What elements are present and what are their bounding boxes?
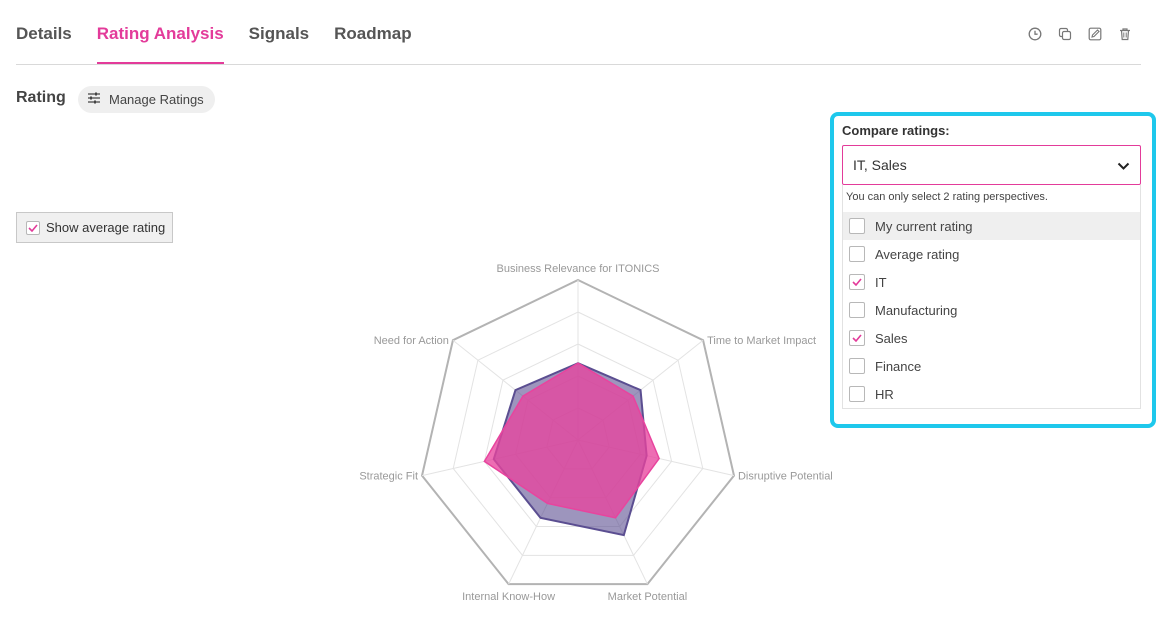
- compare-select[interactable]: IT, Sales: [842, 145, 1141, 185]
- chevron-down-icon[interactable]: [1117, 158, 1130, 174]
- compare-title: Compare ratings:: [842, 123, 950, 138]
- radar-axis-label: Need for Action: [374, 335, 449, 347]
- option-finance[interactable]: Finance: [843, 352, 1140, 380]
- radar-axis-label: Time to Market Impact: [707, 335, 816, 347]
- radar-chart: Business Relevance for ITONICS Time to Ma…: [359, 263, 833, 603]
- checkbox-checked[interactable]: [849, 330, 865, 346]
- compare-selected-value: IT, Sales: [853, 157, 907, 173]
- show-average-label: Show average rating: [46, 220, 166, 235]
- checkbox[interactable]: [849, 302, 865, 318]
- option-label: Average rating: [875, 246, 960, 262]
- checkbox[interactable]: [849, 358, 865, 374]
- sliders-icon: [87, 92, 101, 107]
- history-icon[interactable]: [1027, 26, 1043, 42]
- option-label: Finance: [875, 358, 922, 374]
- item-toolbar: [1027, 26, 1133, 42]
- checkbox[interactable]: [849, 246, 865, 262]
- option-my-current-rating[interactable]: My current rating: [843, 212, 1140, 240]
- option-average-rating[interactable]: Average rating: [843, 240, 1140, 268]
- radar-grid-ring: [452, 311, 704, 556]
- rating-title: Rating: [16, 89, 66, 106]
- option-label: IT: [875, 274, 887, 290]
- manage-ratings-label: Manage Ratings: [109, 92, 204, 107]
- radar-axis-label: Internal Know-How: [462, 591, 555, 603]
- checkbox[interactable]: [849, 386, 865, 402]
- radar-axis-label: Market Potential: [608, 591, 687, 603]
- edit-icon[interactable]: [1087, 26, 1103, 42]
- radar-axis-label: Business Relevance for ITONICS: [496, 263, 659, 275]
- copy-icon[interactable]: [1057, 26, 1073, 42]
- compare-ratings-panel: Compare ratings: IT, Sales You can only …: [838, 118, 1142, 413]
- tab-details[interactable]: Details: [16, 24, 72, 43]
- tab-signals[interactable]: Signals: [248, 24, 310, 43]
- average-checkbox[interactable]: [26, 220, 40, 235]
- option-label: My current rating: [875, 218, 973, 234]
- option-manufacturing[interactable]: Manufacturing: [843, 296, 1140, 324]
- checkbox[interactable]: [849, 218, 865, 234]
- option-label: HR: [875, 386, 894, 402]
- compare-options-list: My current rating Average rating IT Manu…: [842, 212, 1141, 409]
- option-label: Sales: [875, 330, 908, 346]
- radar-grid-ring: [420, 278, 736, 586]
- option-hr[interactable]: HR: [843, 380, 1140, 408]
- tab-bar: Details Rating Analysis Signals Roadmap: [16, 0, 437, 64]
- manage-ratings-button[interactable]: Manage Ratings: [78, 86, 215, 113]
- show-average-toggle[interactable]: Show average rating: [16, 212, 173, 243]
- compare-focus-frame: [830, 112, 1156, 428]
- radar-axis-label: Strategic Fit: [359, 471, 418, 483]
- tab-rating-analysis[interactable]: Rating Analysis: [96, 0, 224, 64]
- option-sales[interactable]: Sales: [843, 324, 1140, 352]
- option-it[interactable]: IT: [843, 268, 1140, 296]
- tabs-divider: [16, 64, 1141, 65]
- option-label: Manufacturing: [875, 302, 958, 318]
- tab-roadmap[interactable]: Roadmap: [334, 24, 412, 43]
- compare-hint: You can only select 2 rating perspective…: [842, 185, 1141, 212]
- trash-icon[interactable]: [1117, 26, 1133, 42]
- radar-series-1: [483, 362, 660, 519]
- checkbox-checked[interactable]: [849, 274, 865, 290]
- radar-axis-label: Disruptive Potential: [738, 471, 833, 483]
